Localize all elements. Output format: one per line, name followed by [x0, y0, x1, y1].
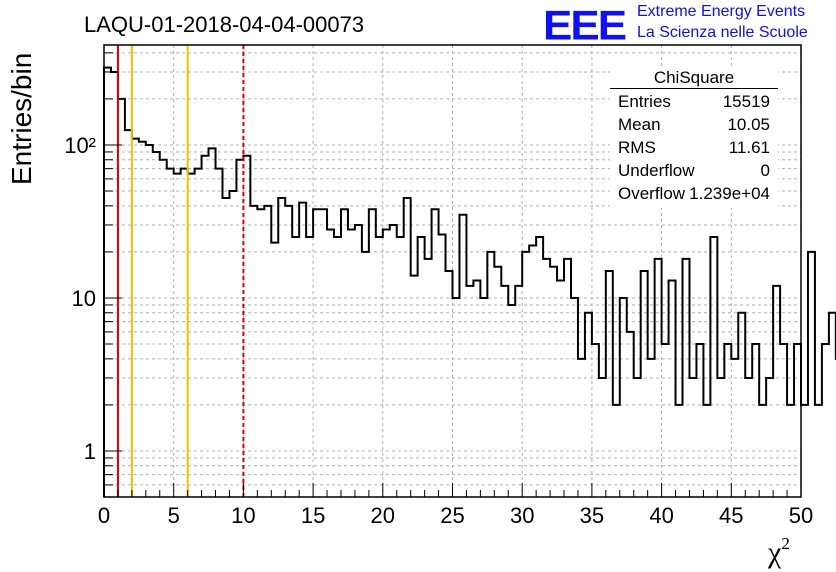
x-tick-label: 50 [789, 503, 813, 528]
stats-row-underflow: Underflow 0 [618, 161, 770, 183]
x-tick-label: 15 [301, 503, 325, 528]
x-tick-label: 5 [168, 503, 180, 528]
stats-row-overflow: Overflow 1.239e+04 [618, 184, 770, 206]
stats-row-entries: Entries 15519 [618, 92, 770, 114]
stats-value: 15519 [722, 92, 770, 111]
stats-row-mean: Mean 10.05 [618, 115, 770, 137]
stats-box: ChiSquare Entries 15519 Mean 10.05 RMS 1… [610, 68, 778, 208]
x-tick-label: 30 [510, 503, 534, 528]
stats-row-rms: RMS 11.61 [618, 138, 770, 160]
stats-value: 0 [760, 161, 770, 180]
x-tick-label: 35 [580, 503, 604, 528]
y-tick-label: 1 [84, 439, 96, 464]
logo-text-line-2: La Scienza nelle Scuole [637, 24, 808, 41]
stats-label: RMS [618, 138, 656, 157]
stats-label: Entries [618, 92, 671, 111]
x-tick-label: 10 [231, 503, 255, 528]
x-tick-label: 0 [98, 503, 110, 528]
x-tick-label: 20 [371, 503, 395, 528]
logo-text-line-1: Extreme Energy Events [637, 3, 806, 20]
x-axis-label: χ2 [768, 534, 790, 569]
eee-logo: EEE [543, 2, 627, 49]
x-tick-label: 25 [440, 503, 464, 528]
chart-title: LAQU-01-2018-04-04-00073 [84, 12, 365, 37]
stats-value: 10.05 [727, 115, 770, 134]
y-tick-label: 10 [72, 286, 96, 311]
y-tick-label: 10² [64, 133, 96, 158]
x-tick-label: 45 [719, 503, 743, 528]
x-tick-label: 40 [649, 503, 673, 528]
stats-label: Mean [618, 115, 661, 134]
stats-value: 1.239e+04 [689, 184, 770, 203]
stats-box-divider [610, 88, 778, 89]
histogram-steps [103, 66, 836, 497]
y-axis-label: Entries/bin [6, 52, 37, 185]
stats-label: Overflow [618, 184, 686, 203]
stats-value: 11.61 [728, 138, 770, 157]
stats-label: Underflow [618, 161, 695, 180]
stats-box-name: ChiSquare [653, 68, 735, 87]
